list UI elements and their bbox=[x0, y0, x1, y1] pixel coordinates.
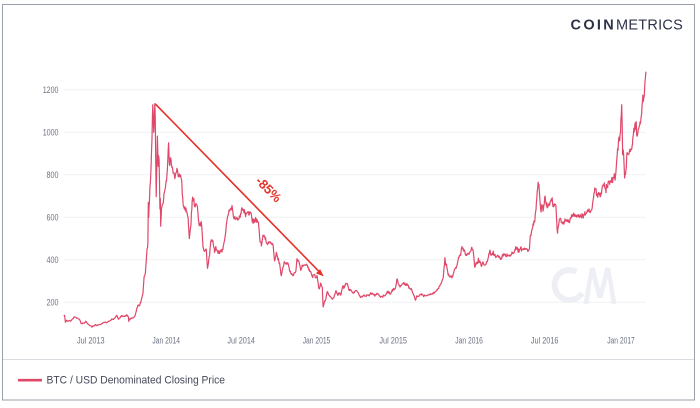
svg-text:400: 400 bbox=[47, 255, 59, 265]
svg-text:1200: 1200 bbox=[43, 85, 59, 95]
svg-text:1000: 1000 bbox=[43, 127, 59, 137]
svg-text:Jan 2014: Jan 2014 bbox=[152, 336, 180, 346]
svg-text:Jan 2017: Jan 2017 bbox=[607, 336, 635, 346]
svg-text:Jul 2013: Jul 2013 bbox=[77, 336, 105, 346]
svg-text:Jan 2015: Jan 2015 bbox=[303, 336, 331, 346]
svg-text:Jul 2014: Jul 2014 bbox=[227, 336, 255, 346]
svg-text:800: 800 bbox=[47, 170, 59, 180]
svg-text:Jan 2016: Jan 2016 bbox=[455, 336, 483, 346]
svg-text:200: 200 bbox=[47, 297, 59, 307]
svg-text:Jul 2015: Jul 2015 bbox=[379, 336, 407, 346]
svg-text:BTC / USD Denominated Closing: BTC / USD Denominated Closing Price bbox=[47, 375, 226, 387]
svg-text:COINMETRICS: COINMETRICS bbox=[571, 18, 683, 34]
svg-text:Jul 2016: Jul 2016 bbox=[531, 336, 559, 346]
svg-text:600: 600 bbox=[47, 212, 59, 222]
